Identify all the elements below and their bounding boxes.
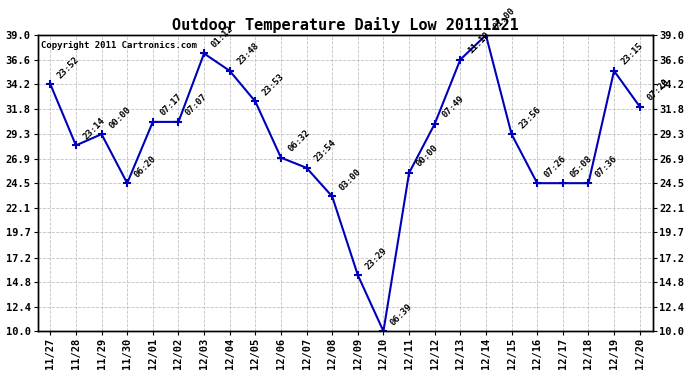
Text: 01:00: 01:00 — [491, 6, 517, 31]
Text: Copyright 2011 Cartronics.com: Copyright 2011 Cartronics.com — [41, 41, 197, 50]
Text: 23:53: 23:53 — [261, 72, 286, 97]
Text: 00:00: 00:00 — [107, 105, 132, 130]
Text: 11:10: 11:10 — [466, 30, 491, 56]
Text: 23:52: 23:52 — [56, 55, 81, 80]
Text: 06:39: 06:39 — [389, 302, 415, 327]
Text: 23:56: 23:56 — [517, 105, 542, 130]
Text: 03:00: 03:00 — [337, 167, 363, 192]
Text: 07:26: 07:26 — [543, 154, 568, 179]
Title: Outdoor Temperature Daily Low 20111221: Outdoor Temperature Daily Low 20111221 — [172, 16, 518, 33]
Text: 07:36: 07:36 — [594, 154, 620, 179]
Text: 07:07: 07:07 — [184, 92, 209, 118]
Text: 06:20: 06:20 — [132, 154, 158, 179]
Text: 07:20: 07:20 — [645, 77, 671, 102]
Text: 07:17: 07:17 — [159, 92, 184, 118]
Text: 23:14: 23:14 — [81, 116, 107, 141]
Text: 06:32: 06:32 — [286, 128, 312, 153]
Text: 05:08: 05:08 — [569, 154, 593, 179]
Text: 00:00: 00:00 — [415, 143, 440, 169]
Text: 23:54: 23:54 — [312, 138, 337, 164]
Text: 01:12: 01:12 — [210, 24, 235, 49]
Text: 07:49: 07:49 — [440, 94, 466, 120]
Text: 23:15: 23:15 — [620, 41, 645, 67]
Text: 23:48: 23:48 — [235, 41, 261, 67]
Text: 23:29: 23:29 — [364, 246, 388, 271]
